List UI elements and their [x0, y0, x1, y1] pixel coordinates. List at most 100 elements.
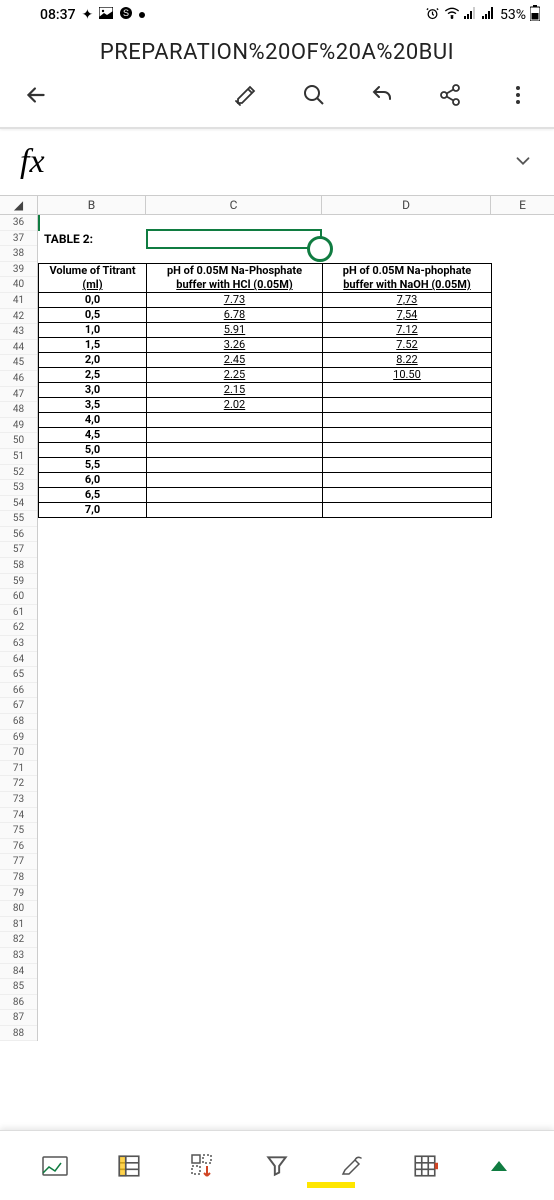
data-table: Volume of Titrant(ml) pH of 0.05M Na-Pho… — [38, 263, 492, 518]
sheet-button[interactable] — [40, 1151, 70, 1181]
row-header[interactable]: 38 — [0, 246, 37, 262]
table-row[interactable]: 4,0 — [39, 413, 492, 428]
edit-button[interactable] — [232, 81, 260, 109]
row-header[interactable]: 58 — [0, 558, 37, 574]
row-header[interactable]: 59 — [0, 574, 37, 590]
table-row[interactable]: 7,0 — [39, 503, 492, 518]
undo-button[interactable] — [368, 81, 396, 109]
row-header[interactable]: 74 — [0, 808, 37, 824]
table-row[interactable]: 1,05.917.12 — [39, 323, 492, 338]
row-header[interactable]: 67 — [0, 698, 37, 714]
row-headers: 3637383940414243444546474849505152535455… — [0, 215, 38, 1041]
selection-handle[interactable] — [307, 236, 333, 262]
table-row[interactable]: 3,02.15 — [39, 383, 492, 398]
status-bar: 08:37 ✦ S 53% — [0, 0, 554, 30]
table-row[interactable]: 5,5 — [39, 458, 492, 473]
more-button[interactable] — [504, 81, 532, 109]
expand-button[interactable] — [484, 1151, 514, 1181]
row-header[interactable]: 85 — [0, 979, 37, 995]
col-header-e[interactable]: E — [491, 196, 554, 214]
row-header[interactable]: 54 — [0, 496, 37, 512]
col-header-c[interactable]: C — [146, 196, 322, 214]
row-header[interactable]: 80 — [0, 901, 37, 917]
table-row[interactable]: 0,56.787,54 — [39, 308, 492, 323]
row-header[interactable]: 86 — [0, 995, 37, 1011]
battery-text: 53% — [500, 7, 526, 23]
app-icon: S — [119, 6, 133, 24]
row-header[interactable]: 72 — [0, 776, 37, 792]
table-row[interactable]: 3,52.02 — [39, 398, 492, 413]
table-row[interactable]: 2,52.2510.50 — [39, 368, 492, 383]
row-header[interactable]: 41 — [0, 293, 37, 309]
row-header[interactable]: 48 — [0, 402, 37, 418]
cells-button[interactable] — [410, 1151, 440, 1181]
table-row[interactable]: 5,0 — [39, 443, 492, 458]
row-header[interactable]: 71 — [0, 761, 37, 777]
row-header[interactable]: 83 — [0, 948, 37, 964]
row-header[interactable]: 49 — [0, 418, 37, 434]
share-button[interactable] — [436, 81, 464, 109]
table-row[interactable]: 1,53.267.52 — [39, 338, 492, 353]
row-header[interactable]: 70 — [0, 745, 37, 761]
row-header[interactable]: 37 — [0, 231, 37, 247]
highlight-button[interactable] — [336, 1151, 366, 1181]
row-header[interactable]: 51 — [0, 449, 37, 465]
row-header[interactable]: 44 — [0, 340, 37, 356]
row-header[interactable]: 60 — [0, 589, 37, 605]
row-header[interactable]: 50 — [0, 433, 37, 449]
row-header[interactable]: 73 — [0, 792, 37, 808]
row-header[interactable]: 66 — [0, 683, 37, 699]
table-button[interactable] — [114, 1151, 144, 1181]
row-header[interactable]: 62 — [0, 620, 37, 636]
cell-selection[interactable] — [146, 229, 322, 249]
row-header[interactable]: 40 — [0, 277, 37, 293]
row-header[interactable]: 78 — [0, 870, 37, 886]
col-header-b[interactable]: B — [38, 196, 146, 214]
back-button[interactable] — [22, 81, 50, 109]
row-header[interactable]: 46 — [0, 371, 37, 387]
col-header-d[interactable]: D — [322, 196, 491, 214]
row-header[interactable]: 55 — [0, 511, 37, 527]
row-header[interactable]: 39 — [0, 262, 37, 278]
corner-cell[interactable]: ◢ — [0, 196, 38, 214]
row-header[interactable]: 42 — [0, 309, 37, 325]
spreadsheet-grid[interactable]: 3637383940414243444546474849505152535455… — [0, 215, 554, 1045]
search-button[interactable] — [300, 81, 328, 109]
row-header[interactable]: 68 — [0, 714, 37, 730]
row-header[interactable]: 43 — [0, 324, 37, 340]
row-header[interactable]: 52 — [0, 465, 37, 481]
row-header[interactable]: 65 — [0, 667, 37, 683]
row-header[interactable]: 87 — [0, 1010, 37, 1026]
row-header[interactable]: 79 — [0, 886, 37, 902]
table-row[interactable]: 4,5 — [39, 428, 492, 443]
row-header[interactable]: 36 — [0, 215, 37, 231]
document-title: PREPARATION%20OF%20A%20BUI — [0, 30, 554, 81]
table-row[interactable]: 6,5 — [39, 488, 492, 503]
filter-button[interactable] — [262, 1151, 292, 1181]
row-header[interactable]: 77 — [0, 854, 37, 870]
row-header[interactable]: 64 — [0, 652, 37, 668]
table-row[interactable]: 2,02.458.22 — [39, 353, 492, 368]
table-row[interactable]: 0,07.737,73 — [39, 293, 492, 308]
gallery-icon — [99, 7, 113, 23]
row-header[interactable]: 81 — [0, 917, 37, 933]
row-header[interactable]: 45 — [0, 355, 37, 371]
row-header[interactable]: 53 — [0, 480, 37, 496]
sort-button[interactable] — [188, 1151, 218, 1181]
row-header[interactable]: 76 — [0, 839, 37, 855]
row-header[interactable]: 69 — [0, 730, 37, 746]
table-row[interactable]: 6,0 — [39, 473, 492, 488]
row-header[interactable]: 82 — [0, 932, 37, 948]
chevron-down-icon[interactable] — [512, 143, 534, 181]
row-header[interactable]: 47 — [0, 387, 37, 403]
row-header[interactable]: 56 — [0, 527, 37, 543]
status-left: 08:37 ✦ S — [40, 6, 145, 24]
row-header[interactable]: 61 — [0, 605, 37, 621]
formula-bar[interactable]: fx — [0, 129, 554, 195]
row-header[interactable]: 63 — [0, 636, 37, 652]
row-header[interactable]: 84 — [0, 964, 37, 980]
row-header[interactable]: 75 — [0, 823, 37, 839]
row-header[interactable]: 88 — [0, 1026, 37, 1042]
row-header[interactable]: 57 — [0, 542, 37, 558]
triangle-up-icon — [491, 1161, 507, 1171]
